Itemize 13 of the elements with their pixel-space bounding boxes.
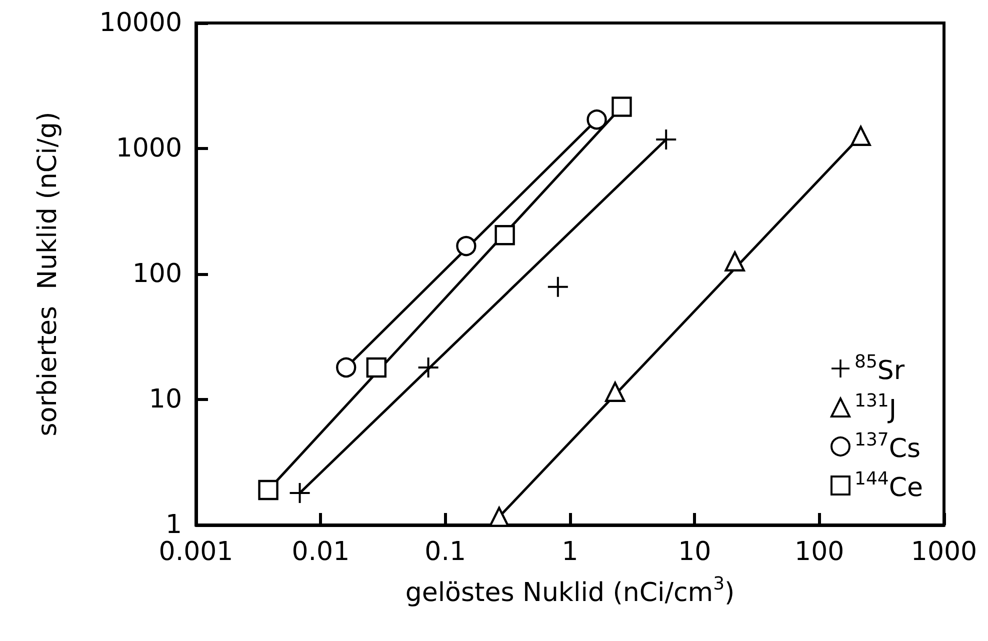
x-tick-label: 100 <box>794 537 844 567</box>
x-tick-label: 1 <box>562 537 578 567</box>
x-tick-label: 0.001 <box>158 537 234 567</box>
y-axis-title: sorbiertes Nuklid (nCi/g) <box>33 112 63 436</box>
y-tick-label: 1000 <box>116 134 182 164</box>
y-tick-label: 100 <box>132 259 182 289</box>
x-tick-label: 0.01 <box>292 537 350 567</box>
x-tick-label: 0.1 <box>424 537 466 567</box>
y-tick-label: 1 <box>165 510 182 540</box>
x-tick-label: 1000 <box>910 537 978 567</box>
y-tick-label: 10000 <box>99 8 182 38</box>
x-tick-label: 10 <box>678 537 712 567</box>
y-tick-label: 10 <box>148 384 182 414</box>
